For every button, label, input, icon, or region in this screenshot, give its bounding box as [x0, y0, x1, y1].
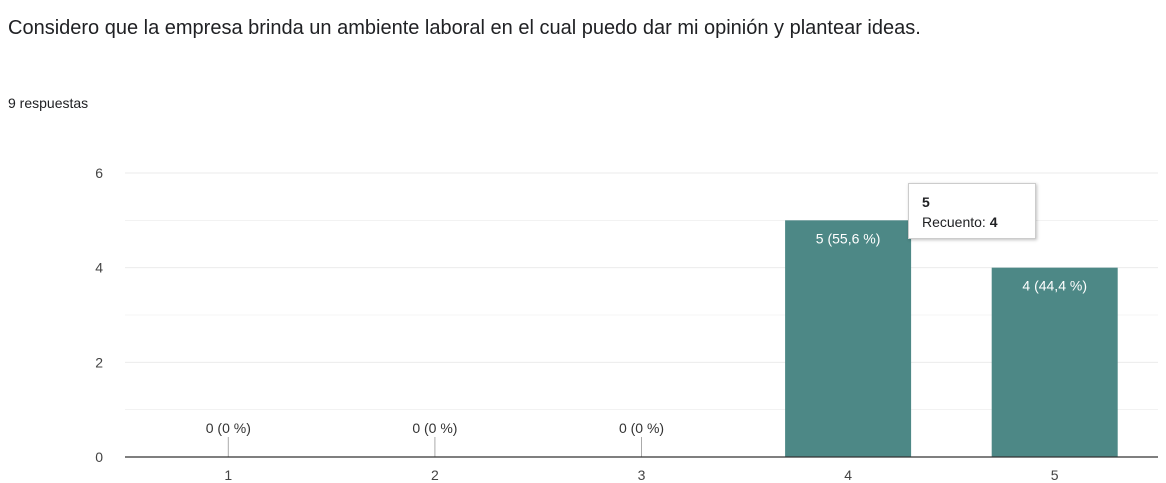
x-tick-label: 2 [431, 467, 439, 483]
x-tick-label: 5 [1051, 467, 1059, 483]
x-tick-label: 4 [844, 467, 852, 483]
y-tick-label: 0 [95, 449, 103, 465]
tooltip-category: 5 [922, 194, 930, 210]
response-count: 9 respuestas [8, 95, 89, 111]
tooltip-count-label: Recuento: [922, 214, 986, 230]
y-tick-label: 2 [95, 354, 103, 370]
y-tick-label: 4 [95, 260, 103, 276]
bar-data-label: 0 (0 %) [619, 420, 664, 436]
bar-tooltip: 5 Recuento: 4 [908, 183, 1036, 239]
tooltip-count-value: 4 [989, 214, 998, 230]
tooltip-pointer [935, 238, 993, 266]
bar [785, 220, 912, 457]
bar-data-label: 5 (55,6 %) [816, 230, 881, 246]
x-tick-label: 3 [638, 467, 646, 483]
tooltip-count: Recuento: 4 [922, 212, 1022, 232]
bar-data-label: 0 (0 %) [206, 420, 251, 436]
bar-data-label: 4 (44,4 %) [1022, 278, 1087, 294]
y-tick-label: 6 [95, 165, 103, 181]
question-title: Considero que la empresa brinda un ambie… [8, 17, 921, 39]
bar-data-label: 0 (0 %) [412, 420, 457, 436]
bar [991, 267, 1118, 457]
x-tick-label: 1 [224, 467, 232, 483]
